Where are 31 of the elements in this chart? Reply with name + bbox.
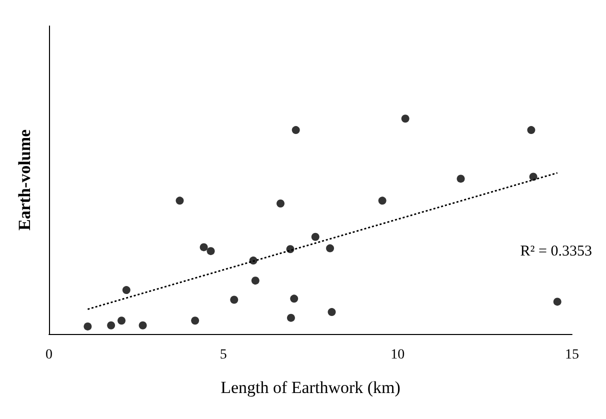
point: [200, 243, 208, 252]
point: [176, 196, 184, 205]
x-tick-label: 10: [390, 348, 405, 362]
point: [326, 244, 334, 252]
point: [138, 321, 147, 330]
point: [84, 322, 92, 330]
point: [553, 298, 562, 306]
point: [292, 126, 300, 134]
y-axis-title: Earth-volume: [15, 129, 34, 231]
point: [230, 296, 238, 304]
x-axis-title: Length of Earthwork (km): [220, 378, 400, 397]
point: [251, 276, 260, 285]
x-tick-label: 5: [220, 348, 227, 362]
point: [286, 314, 295, 322]
point: [328, 308, 336, 316]
point: [456, 174, 465, 183]
x-tick-label: 15: [565, 348, 579, 362]
annotation: R² = 0.3353: [520, 244, 592, 260]
point: [118, 316, 126, 325]
point: [191, 316, 200, 325]
point: [527, 126, 536, 134]
point: [401, 114, 410, 123]
point: [378, 196, 386, 205]
point: [290, 294, 298, 303]
point: [206, 247, 215, 256]
point: [122, 286, 130, 294]
point: [311, 232, 320, 241]
point: [276, 199, 285, 208]
point: [529, 172, 538, 181]
point: [107, 321, 116, 330]
x-tick-label: 0: [46, 348, 52, 362]
